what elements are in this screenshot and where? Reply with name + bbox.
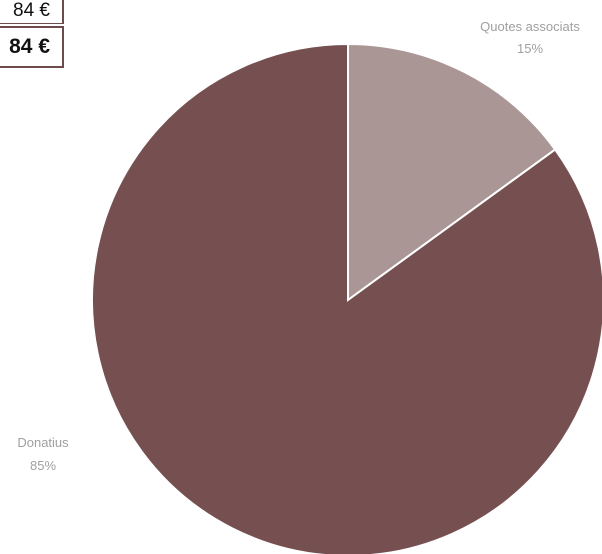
pie-slices [91, 42, 602, 554]
slice-label-quotes-name: Quotes associats [480, 19, 580, 34]
cell-amount[interactable]: 84 € [0, 0, 64, 24]
pie-slice-donatius [91, 42, 602, 554]
cell-amount-text: 84 € [13, 0, 50, 21]
cell-total-text: 84 € [9, 35, 50, 58]
pie-labels: Quotes associats 15% Donatius 85% [17, 19, 580, 473]
slice-label-donatius-name: Donatius [17, 435, 69, 450]
slice-label-quotes-percent: 15% [517, 41, 543, 56]
slice-label-donatius-percent: 85% [30, 458, 56, 473]
pie-slice-quotes-associats [347, 42, 557, 302]
cell-total[interactable]: 84 € [0, 26, 64, 68]
